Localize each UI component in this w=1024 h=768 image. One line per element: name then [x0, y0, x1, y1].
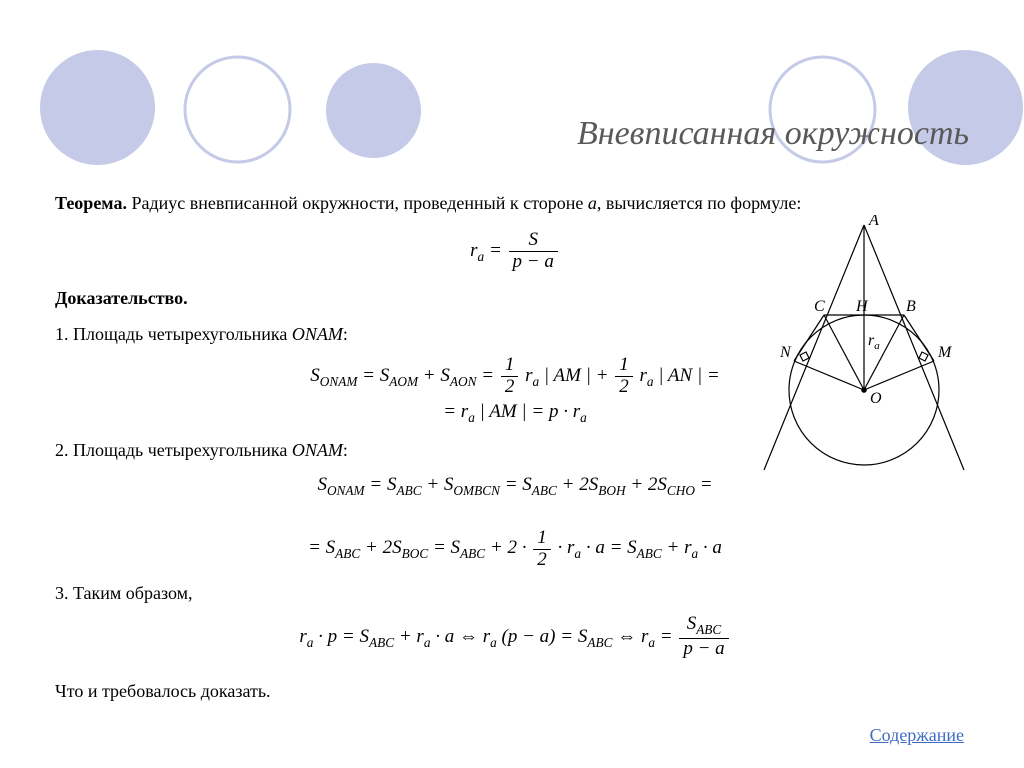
f1-frac: S p − a [509, 230, 558, 273]
step2-line2: = SABC + 2SBOC = SABC + 2 · 12 · ra · a … [308, 528, 722, 571]
theorem-side: a [588, 193, 597, 213]
slide-title: Вневписанная окружность [577, 115, 969, 153]
qed: Что и требовалось доказать. [55, 678, 975, 704]
svg-text:H: H [855, 298, 869, 315]
theorem-statement: Теорема. Радиус вневписанной окружности,… [55, 190, 975, 216]
f1-eq: = [489, 240, 507, 261]
step1-line1: SONAM = SAOM + SAON = 12 ra | AM | + 12 … [310, 355, 720, 398]
step2-line1: SONAM = SABC + SOMBCN = SABC + 2SBOH + 2… [317, 471, 712, 500]
svg-text:N: N [779, 344, 792, 361]
excircle-diagram: A C B H N M O ra [744, 215, 984, 475]
contents-link[interactable]: Содержание [870, 725, 964, 746]
f1-lhs: ra [470, 240, 484, 261]
svg-text:ra: ra [868, 332, 880, 352]
step-3: 3. Таким образом, ra · p = SABC + ra · a… [55, 580, 975, 659]
svg-text:C: C [814, 298, 825, 315]
step3-formula: ra · p = SABC + ra · a ⇔ ra (p − a) = SA… [55, 614, 975, 659]
svg-text:A: A [868, 215, 879, 229]
theorem-text2: , вычисляется по формуле: [597, 193, 801, 213]
step1-line2: = ra | AM | = p · ra [443, 398, 587, 427]
step3-frac: SABC p − a [679, 614, 728, 659]
svg-text:O: O [870, 390, 882, 407]
theorem-text: Радиус вневписанной окружности, проведен… [131, 193, 587, 213]
svg-text:B: B [906, 298, 916, 315]
step2-formula: SONAM = SABC + SOMBCN = SABC + 2SBOH + 2… [55, 471, 975, 570]
svg-text:M: M [937, 344, 953, 361]
theorem-label: Теорема. [55, 193, 127, 213]
